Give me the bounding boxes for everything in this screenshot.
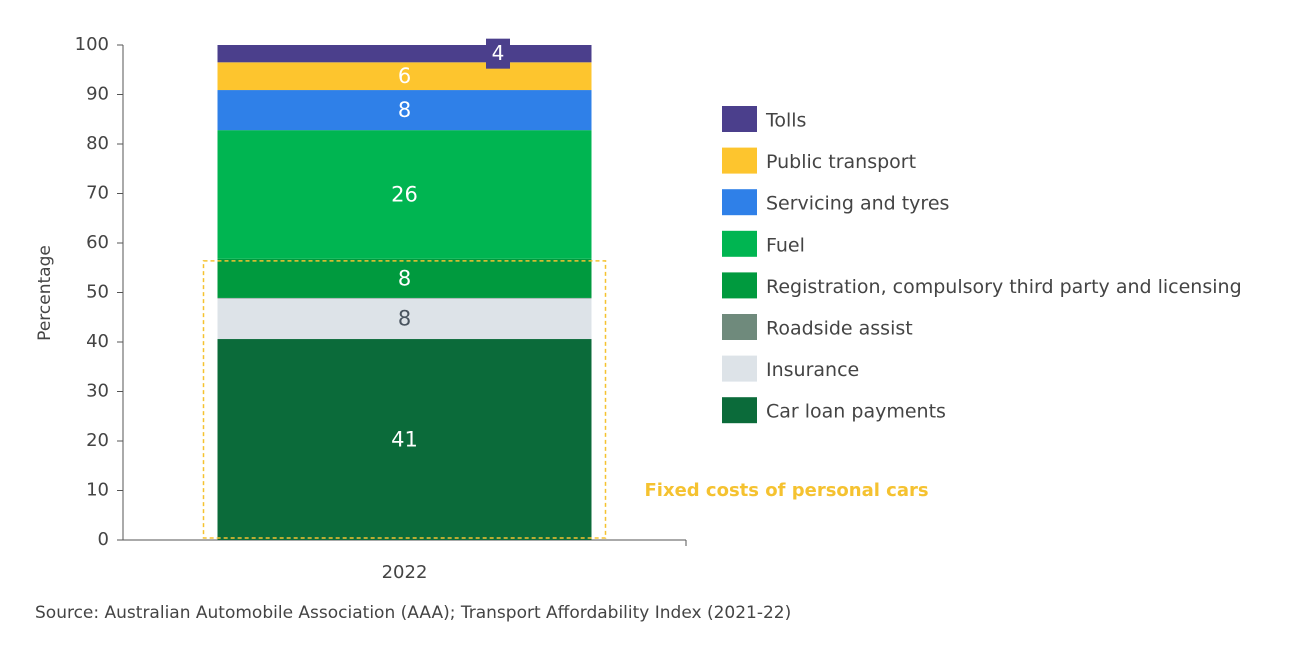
bar-segment	[217, 298, 592, 340]
value-label: 8	[398, 266, 411, 290]
bar-segment	[217, 130, 592, 259]
y-tick-label: 20	[86, 430, 109, 451]
legend-label: Registration, compulsory third party and…	[766, 276, 1242, 298]
value-label: 8	[398, 98, 411, 122]
legend-label: Car loan payments	[766, 401, 946, 423]
legend-label: Tolls	[765, 110, 806, 132]
value-label-box	[486, 38, 510, 69]
legend-swatch	[722, 189, 757, 216]
bar-segment	[217, 258, 592, 298]
bar-segment	[217, 62, 592, 91]
legend-swatch	[722, 230, 757, 257]
y-tick-label: 30	[86, 381, 109, 402]
y-tick-label: 90	[86, 84, 109, 105]
legend-swatch	[722, 272, 757, 299]
legend-swatch	[722, 397, 757, 424]
value-label: 26	[391, 182, 418, 206]
legend-swatch	[722, 314, 757, 340]
x-tick-label: 2022	[382, 562, 428, 583]
legend-label: Insurance	[766, 359, 859, 381]
legend-label: Fuel	[766, 234, 805, 256]
y-tick-label: 60	[86, 232, 109, 253]
y-axis-label: Percentage	[35, 245, 55, 341]
y-tick-label: 70	[86, 183, 109, 204]
bar-segment	[217, 339, 592, 540]
legend-label: Roadside assist	[766, 318, 913, 340]
value-label: 41	[391, 428, 418, 452]
y-tick-label: 80	[86, 133, 109, 154]
legend-swatch	[722, 355, 757, 382]
y-tick-label: 100	[75, 34, 109, 55]
value-label: 8	[398, 307, 411, 331]
legend-swatch	[722, 147, 757, 174]
y-tick-label: 40	[86, 331, 109, 352]
bar-segment	[217, 90, 592, 131]
y-tick-label: 10	[86, 480, 109, 501]
bar-segment	[217, 45, 592, 63]
y-tick-label: 50	[86, 282, 109, 303]
value-label: 4	[492, 41, 505, 65]
annotation-box	[202, 260, 607, 539]
legend-label: Servicing and tyres	[766, 193, 949, 215]
annotation: Fixed costs of personal cars	[645, 480, 929, 501]
source-note: Source: Australian Automobile Associatio…	[35, 603, 791, 623]
legend-swatch	[722, 106, 757, 132]
value-label: 6	[398, 64, 411, 88]
legend-label: Public transport	[766, 151, 916, 173]
y-tick-label: 0	[98, 529, 109, 550]
